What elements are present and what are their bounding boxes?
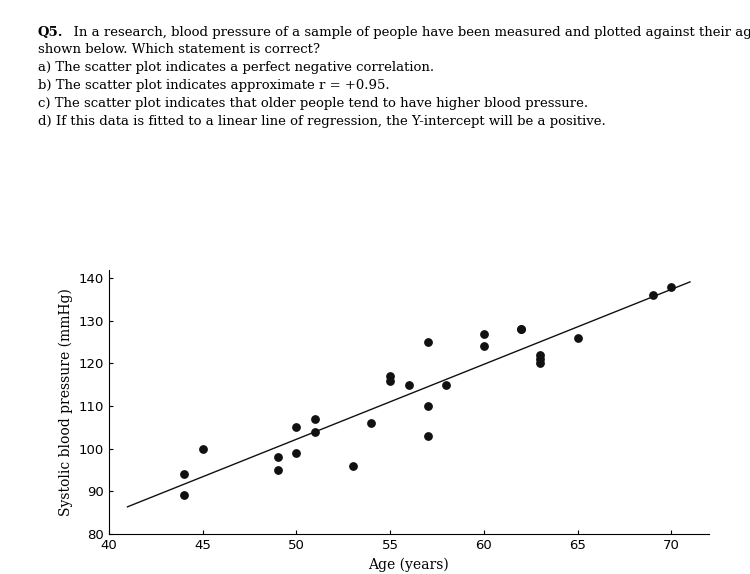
Point bbox=[384, 371, 396, 381]
Point bbox=[178, 491, 190, 500]
Point bbox=[309, 427, 321, 436]
Point bbox=[534, 359, 546, 368]
Y-axis label: Systolic blood pressure (mmHg): Systolic blood pressure (mmHg) bbox=[58, 288, 73, 515]
Point bbox=[178, 470, 190, 479]
Point bbox=[272, 452, 284, 461]
Text: a) The scatter plot indicates a perfect negative correlation.: a) The scatter plot indicates a perfect … bbox=[38, 61, 433, 75]
Point bbox=[384, 376, 396, 385]
Point bbox=[534, 350, 546, 359]
Text: shown below. Which statement is correct?: shown below. Which statement is correct? bbox=[38, 43, 320, 56]
Point bbox=[422, 401, 434, 410]
Point bbox=[665, 282, 677, 292]
Point bbox=[365, 418, 377, 428]
Point bbox=[403, 380, 415, 389]
Point bbox=[478, 342, 490, 351]
Point bbox=[440, 380, 452, 389]
X-axis label: Age (years): Age (years) bbox=[368, 557, 449, 572]
Point bbox=[422, 338, 434, 347]
Point bbox=[272, 466, 284, 475]
Point bbox=[309, 414, 321, 424]
Point bbox=[290, 423, 302, 432]
Point bbox=[515, 325, 527, 334]
Point bbox=[646, 291, 658, 300]
Text: c) The scatter plot indicates that older people tend to have higher blood pressu: c) The scatter plot indicates that older… bbox=[38, 97, 588, 110]
Point bbox=[346, 461, 358, 470]
Point bbox=[478, 329, 490, 338]
Text: d) If this data is fitted to a linear line of regression, the Y-intercept will b: d) If this data is fitted to a linear li… bbox=[38, 115, 605, 128]
Point bbox=[534, 355, 546, 364]
Text: b) The scatter plot indicates approximate r = +0.95.: b) The scatter plot indicates approximat… bbox=[38, 79, 389, 92]
Point bbox=[572, 333, 584, 343]
Point bbox=[422, 431, 434, 440]
Point bbox=[290, 448, 302, 457]
Point bbox=[515, 325, 527, 334]
Text: Q5.: Q5. bbox=[38, 26, 63, 39]
Point bbox=[196, 444, 208, 453]
Text: In a research, blood pressure of a sample of people have been measured and plott: In a research, blood pressure of a sampl… bbox=[65, 26, 750, 39]
